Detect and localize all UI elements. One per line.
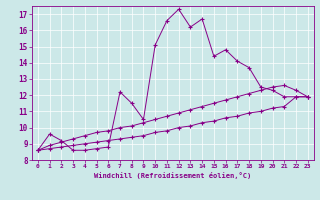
X-axis label: Windchill (Refroidissement éolien,°C): Windchill (Refroidissement éolien,°C) (94, 172, 252, 179)
